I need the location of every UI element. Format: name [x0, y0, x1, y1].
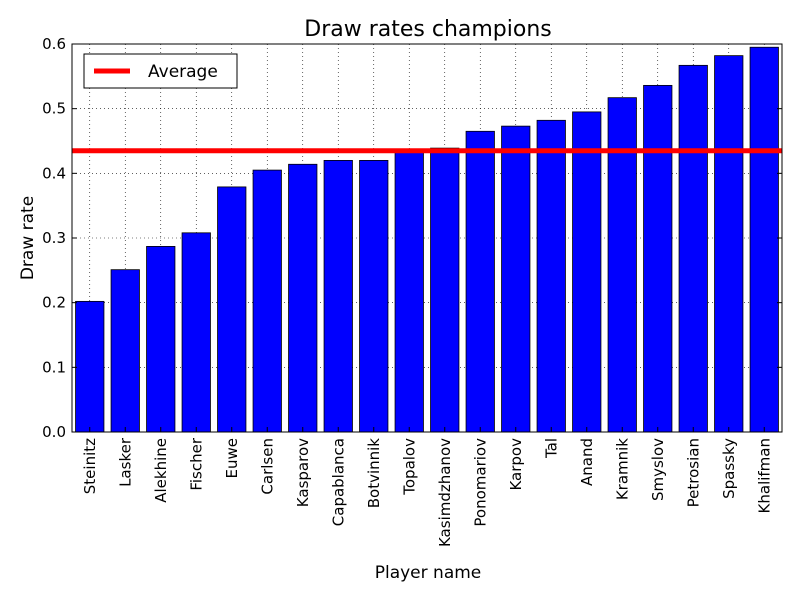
- bar-ponomariov: [465, 130, 495, 433]
- x-tick-label-lasker: Lasker: [116, 437, 134, 487]
- grid-lines: [72, 44, 782, 432]
- bar-kramnik: [607, 97, 637, 433]
- bar-euwe: [217, 186, 247, 433]
- x-tick-label-carlsen: Carlsen: [258, 438, 276, 495]
- bar-capablanca: [323, 159, 353, 433]
- y-tick-label: 0.0: [42, 423, 66, 441]
- bar-topalov: [394, 150, 424, 433]
- bar-kasimdzhanov: [430, 147, 460, 433]
- x-tick-label-kasimdzhanov: Kasimdzhanov: [436, 438, 454, 547]
- x-tick-label-tal: Tal: [542, 438, 560, 459]
- y-axis-label: Draw rate: [18, 196, 38, 280]
- y-tick-label: 0.5: [42, 100, 66, 118]
- bar-karpov: [501, 125, 531, 433]
- x-tick-label-smyslov: Smyslov: [649, 438, 667, 501]
- x-tick-label-topalov: Topalov: [400, 438, 418, 496]
- x-tick-label-euwe: Euwe: [223, 438, 241, 478]
- x-tick-label-petrosian: Petrosian: [684, 438, 702, 507]
- legend-average-label: Average: [148, 62, 218, 82]
- plot-frame: [71, 43, 783, 433]
- bar-steinitz: [75, 300, 105, 433]
- bar-botvinnik: [359, 159, 389, 433]
- bar-fischer: [181, 232, 211, 433]
- y-axis: 0.0 0.1 0.2 0.3 0.4 0.5 0.6: [42, 35, 782, 441]
- x-tick-label-kramnik: Kramnik: [613, 438, 631, 500]
- y-tick-label: 0.3: [42, 229, 66, 247]
- bar-lasker: [110, 269, 140, 433]
- bar-spassky: [714, 55, 744, 433]
- y-tick-label: 0.6: [42, 35, 66, 53]
- x-axis: Steinitz Lasker Alekhine Fischer Euwe Carlsen…: [81, 427, 773, 547]
- bar-kasparov: [288, 163, 318, 433]
- x-tick-label-capablanca: Capablanca: [329, 438, 347, 526]
- x-tick-label-botvinnik: Botvinnik: [365, 438, 383, 509]
- y-tick-label: 0.2: [42, 294, 66, 312]
- x-tick-label-kasparov: Kasparov: [294, 438, 312, 507]
- x-tick-label-steinitz: Steinitz: [81, 438, 99, 494]
- x-tick-label-ponomariov: Ponomariov: [471, 438, 489, 527]
- x-tick-label-anand: Anand: [578, 438, 596, 486]
- x-tick-label-karpov: Karpov: [507, 438, 525, 491]
- chart-title: Draw rates champions: [304, 17, 552, 42]
- x-axis-label: Player name: [375, 563, 482, 583]
- x-tick-label-khalifman: Khalifman: [755, 438, 773, 513]
- x-tick-label-alekhine: Alekhine: [152, 438, 170, 503]
- bar-carlsen: [252, 169, 282, 433]
- y-tick-label: 0.4: [42, 164, 66, 182]
- bars-group: [75, 46, 779, 433]
- x-tick-label-spassky: Spassky: [720, 438, 738, 499]
- bar-anand: [572, 111, 602, 433]
- bar-smyslov: [643, 84, 673, 433]
- y-tick-label: 0.1: [42, 358, 66, 376]
- legend: Average: [83, 53, 238, 89]
- bar-khalifman: [749, 46, 779, 433]
- x-tick-label-fischer: Fischer: [187, 437, 205, 491]
- bar-alekhine: [146, 246, 176, 433]
- bar-petrosian: [678, 64, 708, 433]
- bar-tal: [536, 119, 566, 433]
